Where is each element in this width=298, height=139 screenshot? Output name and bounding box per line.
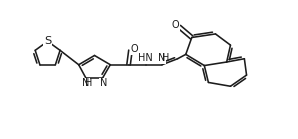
Text: N: N <box>82 78 89 88</box>
Text: O: O <box>131 44 138 54</box>
Text: N: N <box>158 54 165 64</box>
Text: HN: HN <box>138 54 153 64</box>
Text: N: N <box>100 78 107 88</box>
Text: S: S <box>44 36 51 46</box>
Text: H: H <box>85 78 93 88</box>
Text: H: H <box>162 54 169 64</box>
Text: O: O <box>172 20 179 30</box>
